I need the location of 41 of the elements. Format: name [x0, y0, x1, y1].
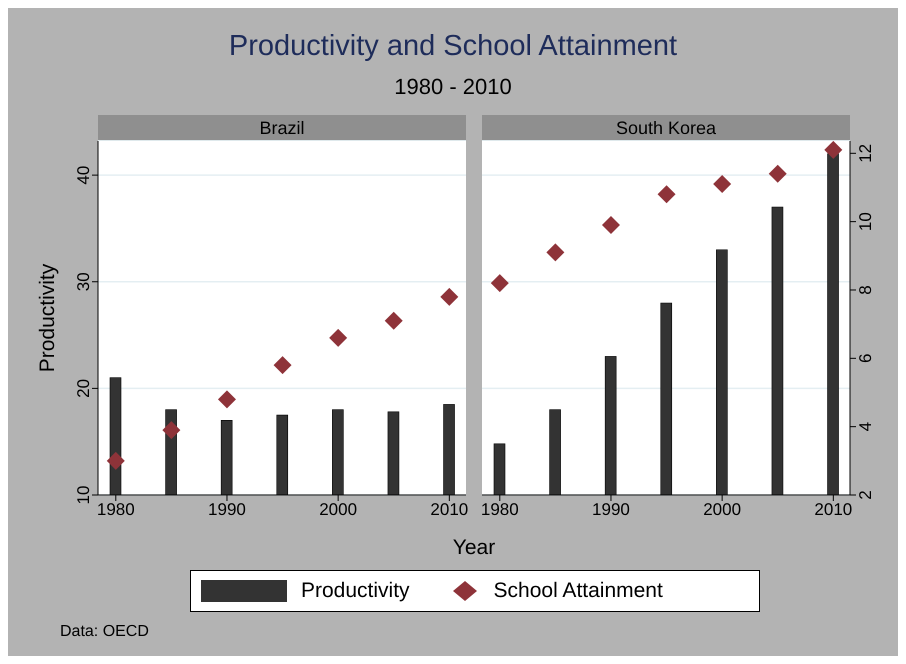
point [218, 390, 236, 408]
point [658, 185, 676, 204]
chart-title: Brazil [98, 115, 466, 141]
y2-tick-label: 12 [856, 144, 876, 163]
x-tick-label: 1990 [592, 500, 630, 520]
y2-tick-label: 8 [856, 285, 876, 295]
point [384, 312, 403, 330]
x-axis-title: Year [452, 536, 496, 560]
point [824, 141, 842, 159]
legend-label: Productivity [301, 579, 410, 603]
x-tick-label: 1980 [96, 500, 135, 520]
point [274, 356, 292, 374]
x-tick-label: 2010 [814, 500, 852, 520]
y-tick-label: 20 [74, 378, 94, 398]
chart-title: South Korea [482, 115, 850, 141]
point [440, 288, 458, 306]
x-tick-label: 2000 [319, 500, 358, 520]
y2-tick-label: 6 [856, 354, 876, 364]
text: Productivity and School Attainment [228, 30, 678, 63]
point [329, 328, 348, 347]
point [490, 274, 509, 292]
point [162, 421, 180, 440]
point [106, 452, 125, 470]
point [768, 164, 787, 183]
x-tick-label: 2000 [703, 500, 742, 520]
y2-tick-label: 10 [856, 212, 876, 232]
y2-tick-label: 4 [856, 422, 876, 432]
legend-label: School Attainment [494, 579, 663, 603]
text: 1980 - 2010 [393, 74, 513, 100]
x-tick-label: 1990 [208, 500, 246, 520]
x-tick-label: 1980 [480, 500, 519, 520]
text: Data: OECD [60, 623, 149, 641]
point [602, 216, 620, 234]
x-tick-label: 2010 [430, 500, 468, 520]
point [546, 243, 564, 262]
point [713, 175, 732, 194]
y-axis-title: Productivity [36, 264, 60, 372]
y-tick-label: 10 [74, 486, 94, 504]
y2-tick-label: 2 [856, 490, 876, 500]
y-tick-label: 40 [74, 166, 94, 185]
y-tick-label: 30 [74, 272, 94, 292]
